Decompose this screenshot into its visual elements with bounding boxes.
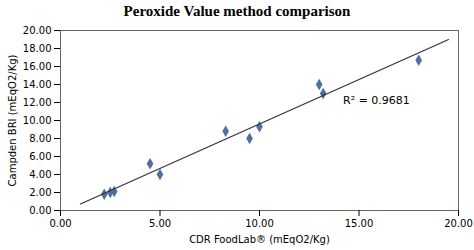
html-text:Peroxide Value method comparis: Peroxide Value method comparison	[123, 3, 351, 19]
svg-text:8.00: 8.00	[29, 133, 51, 144]
svg-text:CDR FoodLab® (mEqO2/Kg): CDR FoodLab® (mEqO2/Kg)	[189, 234, 330, 245]
svg-text:10.00: 10.00	[23, 115, 52, 126]
svg-text:6.00: 6.00	[29, 151, 51, 162]
svg-text:0.00: 0.00	[29, 205, 51, 216]
svg-text:0.00: 0.00	[49, 218, 71, 229]
svg-text:5.00: 5.00	[149, 218, 171, 229]
svg-text:16.00: 16.00	[23, 61, 52, 72]
svg-text:14.00: 14.00	[23, 79, 52, 90]
svg-text:4.00: 4.00	[29, 169, 51, 180]
svg-text:15.00: 15.00	[345, 218, 374, 229]
svg-text:2.00: 2.00	[29, 187, 51, 198]
svg-text:Campden BRI (mEqO2/Kg): Campden BRI (mEqO2/Kg)	[7, 54, 18, 186]
svg-text:18.00: 18.00	[23, 43, 52, 54]
svg-text:20.00: 20.00	[444, 218, 473, 229]
svg-text:12.00: 12.00	[23, 97, 52, 108]
svg-text:10.00: 10.00	[245, 218, 274, 229]
svg-text:20.00: 20.00	[23, 25, 52, 36]
svg-text:R² = 0.9681: R² = 0.9681	[343, 94, 410, 107]
